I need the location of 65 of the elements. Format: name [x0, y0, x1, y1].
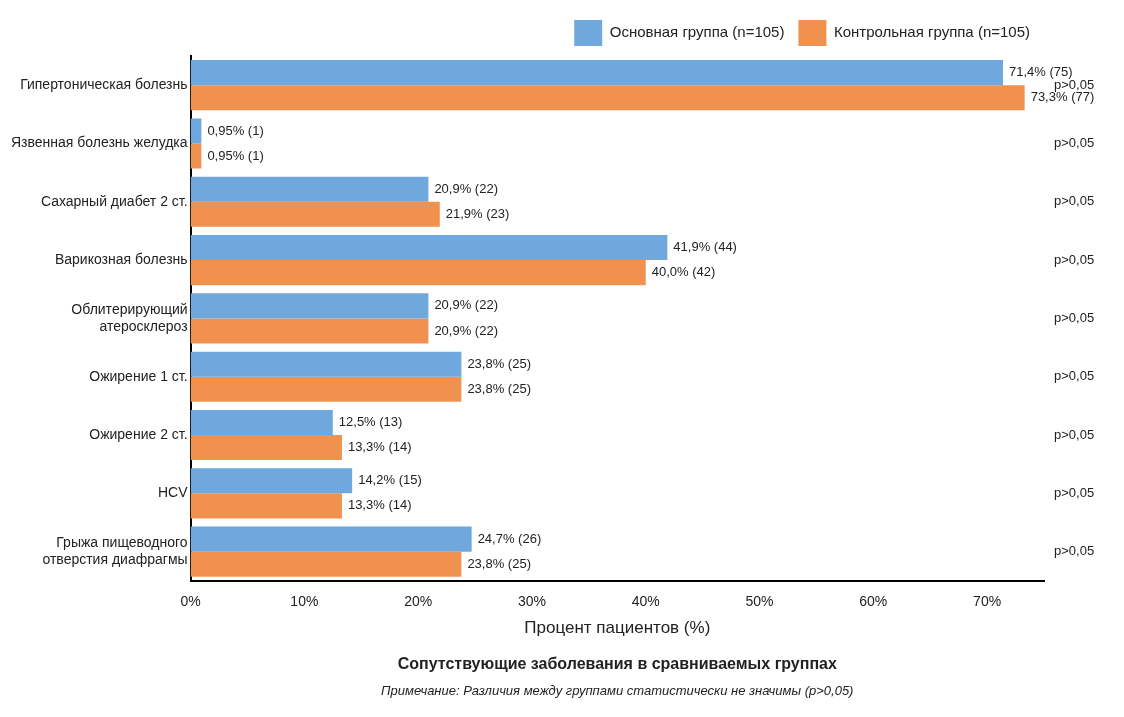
y-tick-label: HCV — [158, 484, 189, 501]
bar — [190, 60, 1004, 86]
data-label: 20,9% (22) — [434, 322, 498, 338]
legend-label: Основная группа (n=105) — [609, 23, 785, 41]
text: p>0,05 — [1054, 251, 1095, 267]
bar — [190, 85, 1025, 111]
bar — [190, 351, 462, 377]
bar — [190, 176, 429, 202]
data-label: 41,9% (44) — [673, 239, 737, 255]
x-tick-label: 60% — [859, 593, 888, 610]
data-label: 13,3% (14) — [347, 497, 412, 513]
text: p>0,05 — [1054, 193, 1095, 209]
data-label: 23,8% (25) — [467, 380, 531, 396]
bar — [190, 143, 202, 169]
bar — [190, 409, 333, 436]
y-tick-label: Гипертоническая болезнь — [20, 76, 188, 93]
text: p>0,05 — [1054, 484, 1095, 500]
y-tick-label: Облитерирующий атеросклероз — [71, 300, 188, 334]
text: p>0,05 — [1054, 368, 1095, 384]
data-label: 40,0% (42) — [651, 264, 716, 280]
data-label: 23,8% (25) — [467, 555, 531, 571]
bar — [190, 293, 429, 319]
bar — [190, 493, 342, 519]
x-tick-label: 0% — [180, 593, 201, 610]
data-label: 21,9% (23) — [445, 205, 510, 221]
bar — [190, 118, 202, 144]
bar — [190, 468, 353, 494]
data-label: 20,9% (22) — [434, 297, 498, 313]
x-tick-label: 10% — [290, 593, 319, 610]
text: Сопутствующие заболевания в сравниваемых группах — [397, 655, 837, 673]
data-label: 14,2% (15) — [358, 472, 422, 488]
bar — [190, 551, 462, 577]
x-tick-label: 30% — [517, 593, 546, 610]
x-tick-label: 70% — [973, 593, 1002, 610]
bar — [190, 201, 440, 227]
y-tick-label: Ожирение 1 ст. — [89, 367, 188, 384]
data-label: 13,3% (14) — [347, 439, 412, 455]
x-axis-title: Процент пациентов (%) — [524, 618, 711, 638]
x-tick-label: 50% — [745, 593, 774, 610]
bar — [190, 526, 472, 552]
data-label: 23,8% (25) — [467, 355, 531, 371]
text: p>0,05 — [1054, 543, 1095, 559]
bar — [190, 235, 668, 261]
bar — [190, 435, 342, 461]
text: Примечание: Различия между группами статистически не значимы (p>0,05) — [381, 682, 854, 698]
x-tick-label: 20% — [404, 593, 433, 610]
data-label: 24,7% (26) — [477, 530, 542, 546]
y-tick-label: Ожирение 2 ст. — [89, 425, 188, 442]
bar — [190, 376, 462, 402]
data-label: 20,9% (22) — [434, 180, 498, 196]
legend-label: Контрольная группа (n=105) — [833, 23, 1030, 41]
data-label: 0,95% (1) — [207, 147, 264, 163]
y-tick-label: Язвенная болезнь желудка — [10, 134, 188, 151]
bar — [190, 318, 429, 344]
text: p>0,05 — [1054, 426, 1095, 442]
y-tick-label: Грыжа пищеводного отверстия диафрагмы — [42, 534, 188, 567]
y-tick-label: Варикозная болезнь — [54, 250, 188, 267]
x-tick-label: 40% — [631, 593, 660, 610]
data-label: 71,4% (75) — [1009, 64, 1073, 80]
data-label: 0,95% (1) — [207, 122, 264, 138]
y-tick-label: Сахарный диабет 2 ст. — [40, 192, 188, 209]
data-label: 12,5% (13) — [338, 414, 403, 430]
bar — [190, 260, 646, 286]
text: p>0,05 — [1054, 309, 1095, 325]
text: p>0,05 — [1054, 135, 1095, 151]
